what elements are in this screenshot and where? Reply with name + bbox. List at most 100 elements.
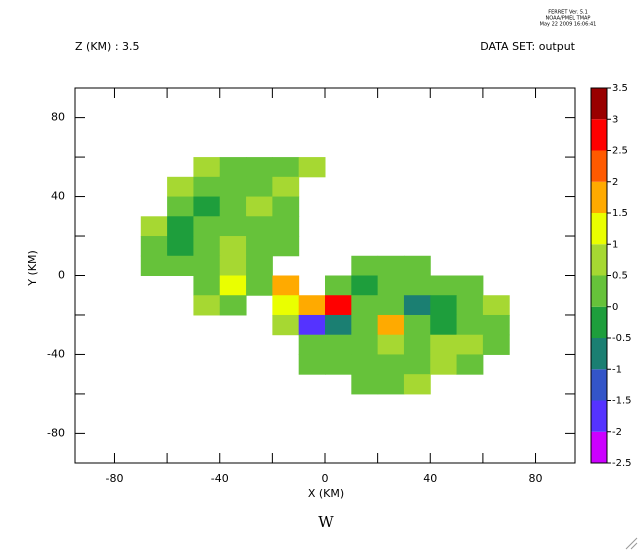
cell [193, 176, 221, 198]
cell [272, 236, 300, 257]
cell [246, 255, 273, 276]
cell [482, 314, 510, 336]
y-tick-label: 0 [58, 269, 65, 282]
cell [430, 295, 458, 316]
cell [403, 334, 431, 355]
cell [167, 176, 194, 198]
colorbar-label: -2 [612, 427, 622, 438]
cell [140, 236, 168, 257]
cell [246, 275, 273, 296]
cell [325, 334, 352, 355]
colorbar-label: 1.5 [612, 208, 628, 219]
cell [219, 196, 247, 217]
colorbar-band [591, 213, 607, 245]
cell [403, 275, 431, 296]
variable-label: W [318, 513, 334, 531]
cell [456, 334, 484, 355]
cell [272, 176, 300, 198]
cell [430, 354, 458, 375]
cell [403, 314, 431, 336]
cell [193, 295, 221, 316]
colorbar-band [591, 400, 607, 432]
cell [246, 196, 273, 217]
y-tick-label: 80 [51, 111, 65, 124]
colorbar-band [591, 306, 607, 338]
colorbar-label: -1 [612, 364, 622, 375]
cell [351, 255, 379, 276]
cell [193, 255, 221, 276]
cell [377, 334, 405, 355]
cell [246, 216, 273, 237]
subtitle-right: DATA SET: output [480, 40, 575, 53]
cell [140, 216, 168, 237]
colorbar-label: -1.5 [612, 396, 632, 407]
colorbar-band [591, 275, 607, 307]
cell [325, 275, 352, 296]
cell [167, 255, 194, 276]
cell [219, 216, 247, 237]
colorbar-label: -0.5 [612, 333, 632, 344]
subtitle-left: Z (KM) : 3.5 [75, 40, 140, 53]
colorbar-band [591, 338, 607, 370]
cell [325, 314, 352, 336]
cell [219, 255, 247, 276]
cell [403, 354, 431, 375]
y-tick-label: -80 [47, 426, 65, 439]
colorbar-label: 0 [612, 302, 618, 313]
colorbar-band [591, 150, 607, 182]
cell [482, 334, 510, 355]
stamp-line: NOAA/PMEL TMAP [546, 16, 591, 22]
cell [246, 157, 273, 178]
cell [167, 216, 194, 237]
cell [377, 275, 405, 296]
cell [167, 236, 194, 257]
colorbar-label: 3 [612, 114, 618, 125]
cell [193, 216, 221, 237]
cell [219, 157, 247, 178]
cell [272, 196, 300, 217]
cell [351, 295, 379, 316]
x-tick-label: -80 [105, 472, 123, 485]
cell [298, 354, 326, 375]
cell [246, 236, 273, 257]
y-tick-label: 40 [51, 190, 65, 203]
cell [272, 157, 300, 178]
colorbar-label: 3.5 [612, 83, 628, 94]
cell [430, 275, 458, 296]
cell [298, 295, 326, 316]
cell [325, 295, 352, 316]
cell [351, 314, 379, 336]
cell [456, 354, 484, 375]
x-tick-label: 80 [529, 472, 543, 485]
cell [193, 196, 221, 217]
cell [298, 314, 326, 336]
cell [325, 354, 352, 375]
cell [298, 157, 326, 178]
colorbar-band [591, 119, 607, 151]
cell [456, 275, 484, 296]
x-tick-label: 40 [423, 472, 437, 485]
cell [430, 314, 458, 336]
colorbar-band [591, 431, 607, 463]
colorbar-label: 0.5 [612, 271, 628, 282]
cell [272, 216, 300, 237]
cell [403, 374, 431, 395]
cell [272, 295, 300, 316]
cell [377, 314, 405, 336]
cell [246, 176, 273, 198]
cell [219, 176, 247, 198]
resize-grip [625, 537, 638, 550]
colorbar-label: 2 [612, 177, 618, 188]
stamp-line: FERRET Ver. 5.1 [548, 10, 588, 16]
y-tick-label: -40 [47, 347, 65, 360]
cell [351, 275, 379, 296]
cell [456, 314, 484, 336]
cell [377, 374, 405, 395]
colorbar-label: 2.5 [612, 146, 628, 157]
cell [351, 354, 379, 375]
cell [430, 334, 458, 355]
cell [193, 157, 221, 178]
cell [140, 255, 168, 276]
colorbar-band [591, 88, 607, 120]
